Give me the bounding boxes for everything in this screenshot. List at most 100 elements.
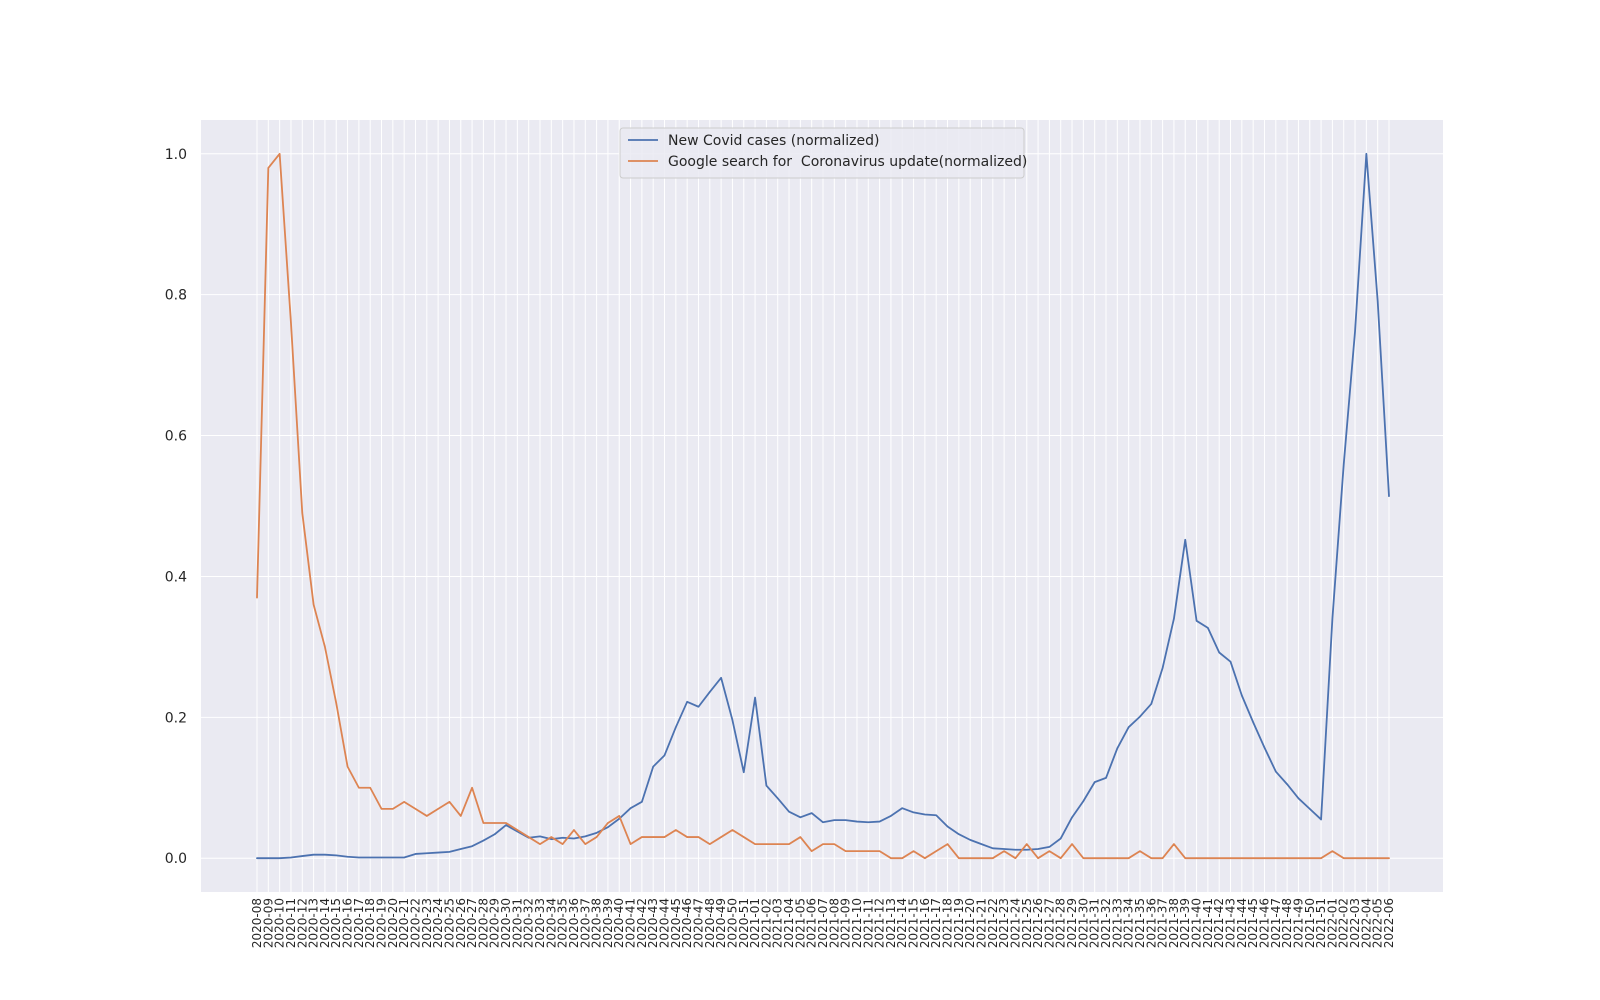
- x-tick-label: 2020-32: [522, 898, 536, 948]
- x-tick-label: 2021-40: [1190, 898, 1204, 948]
- x-tick-label: 2020-24: [431, 898, 445, 948]
- x-tick-label: 2020-31: [510, 898, 524, 948]
- x-tick-label: 2021-01: [748, 898, 762, 948]
- x-tick-label: 2020-16: [341, 898, 355, 948]
- x-tick-label: 2021-47: [1269, 898, 1283, 948]
- x-tick-label: 2020-09: [261, 898, 275, 948]
- x-tick-label: 2021-39: [1178, 898, 1192, 948]
- x-tick-label: 2020-33: [533, 898, 547, 948]
- x-tick-label: 2021-05: [793, 898, 807, 948]
- series-line-google-search: [256, 152, 1390, 860]
- x-tick-label: 2020-15: [329, 898, 343, 948]
- x-tick-label: 2021-44: [1235, 898, 1249, 948]
- x-tick-label: 2021-42: [1212, 898, 1226, 948]
- x-tick-label: 2020-19: [375, 898, 389, 948]
- x-tick-label: 2021-49: [1291, 898, 1305, 948]
- x-tick-label: 2021-43: [1224, 898, 1238, 948]
- x-tick-label: 2021-30: [1076, 898, 1090, 948]
- x-tick-label: 2020-25: [442, 898, 456, 948]
- y-tick-label: 0.0: [165, 851, 187, 867]
- x-tick-label: 2020-14: [318, 898, 332, 948]
- x-tick-label: 2021-31: [1088, 898, 1102, 948]
- x-tick-label: 2021-12: [873, 898, 887, 948]
- x-tick-label: 2021-15: [907, 898, 921, 948]
- x-tick-label: 2021-17: [929, 898, 943, 948]
- x-tick-label: 2020-27: [465, 898, 479, 948]
- y-tick-label: 0.4: [165, 569, 187, 585]
- x-tick-label: 2020-29: [488, 898, 502, 948]
- legend-label-search: Google search for Coronavirus update(nor…: [668, 154, 1027, 170]
- x-tick-label: 2020-46: [680, 898, 694, 948]
- x-tick-label: 2021-10: [850, 898, 864, 948]
- y-tick-label: 0.6: [165, 429, 187, 445]
- x-tick-label: 2022-02: [1337, 898, 1351, 948]
- x-tick-label: 2020-39: [601, 898, 615, 948]
- x-tick-label: 2021-08: [827, 898, 841, 948]
- x-tick-label: 2020-43: [646, 898, 660, 948]
- x-tick-label: 2021-19: [952, 898, 966, 948]
- x-tick-label: 2021-16: [918, 898, 932, 948]
- x-tick-label: 2021-51: [1314, 898, 1328, 948]
- x-tick-label: 2020-36: [567, 898, 581, 948]
- y-tick-label: 1.0: [165, 147, 187, 163]
- x-tick-label: 2020-17: [352, 898, 366, 948]
- x-tick-label: 2021-18: [941, 898, 955, 948]
- x-tick-label: 2020-20: [386, 898, 400, 948]
- x-tick-label: 2020-47: [691, 898, 705, 948]
- x-tick-label: 2021-02: [759, 898, 773, 948]
- x-tick-label: 2020-13: [307, 898, 321, 948]
- x-tick-label: 2021-38: [1167, 898, 1181, 948]
- x-tick-label: 2021-27: [1042, 898, 1056, 948]
- x-tick-label: 2020-51: [737, 898, 751, 948]
- x-tick-label: 2021-13: [884, 898, 898, 948]
- x-tick-label: 2021-36: [1144, 898, 1158, 948]
- y-tick-label: 0.2: [165, 710, 187, 726]
- x-tick-label: 2021-46: [1257, 898, 1271, 948]
- x-tick-label: 2021-28: [1054, 898, 1068, 948]
- x-tick-label: 2020-42: [635, 898, 649, 948]
- x-tick-label: 2020-41: [624, 898, 638, 948]
- x-tick-label: 2020-44: [658, 898, 672, 948]
- x-tick-label: 2020-50: [725, 898, 739, 948]
- x-tick-label: 2020-38: [590, 898, 604, 948]
- x-tick-label: 2020-23: [420, 898, 434, 948]
- x-tick-label: 2020-28: [476, 898, 490, 948]
- x-tick-label: 2020-34: [544, 898, 558, 948]
- x-tick-label: 2021-29: [1065, 898, 1079, 948]
- x-tick-label: 2021-25: [1020, 898, 1034, 948]
- x-tick-label: 2021-35: [1133, 898, 1147, 948]
- x-tick-label: 2020-45: [669, 898, 683, 948]
- x-tick-label: 2021-33: [1110, 898, 1124, 948]
- x-tick-label: 2021-32: [1099, 898, 1113, 948]
- x-tick-label: 2020-11: [284, 898, 298, 948]
- x-tick-label: 2020-37: [578, 898, 592, 948]
- x-tick-label: 2021-06: [805, 898, 819, 948]
- x-tick-label: 2021-11: [861, 898, 875, 948]
- x-tick-label: 2022-01: [1325, 898, 1339, 948]
- x-tick-label: 2021-07: [816, 898, 830, 948]
- x-tick-label: 2021-22: [986, 898, 1000, 948]
- series: [256, 152, 1390, 860]
- x-tick-label: 2021-24: [1008, 898, 1022, 948]
- x-tick-label: 2021-20: [963, 898, 977, 948]
- x-tick-label: 2020-49: [714, 898, 728, 948]
- x-tick-label: 2021-23: [997, 898, 1011, 948]
- x-tick-label: 2020-48: [703, 898, 717, 948]
- x-axis-ticks: 2020-082020-092020-102020-112020-122020-…: [250, 898, 1396, 948]
- x-tick-label: 2022-05: [1371, 898, 1385, 948]
- legend-box: [619, 127, 1025, 179]
- x-tick-label: 2021-09: [839, 898, 853, 948]
- x-tick-label: 2020-18: [363, 898, 377, 948]
- y-axis-ticks: 0.0 0.2 0.4 0.6 0.8 1.0: [165, 147, 187, 867]
- x-tick-label: 2020-12: [295, 898, 309, 948]
- x-tick-label: 2020-08: [250, 898, 264, 948]
- legend: New Covid cases (normalized) Google sear…: [619, 127, 1027, 179]
- plot-area: [201, 120, 1443, 892]
- x-tick-label: 2020-30: [499, 898, 513, 948]
- x-tick-label: 2021-14: [895, 898, 909, 948]
- x-tick-label: 2022-04: [1359, 898, 1373, 948]
- x-tick-label: 2021-48: [1280, 898, 1294, 948]
- y-tick-label: 0.8: [165, 288, 187, 304]
- x-tick-label: 2021-37: [1156, 898, 1170, 948]
- grid: [201, 120, 1443, 892]
